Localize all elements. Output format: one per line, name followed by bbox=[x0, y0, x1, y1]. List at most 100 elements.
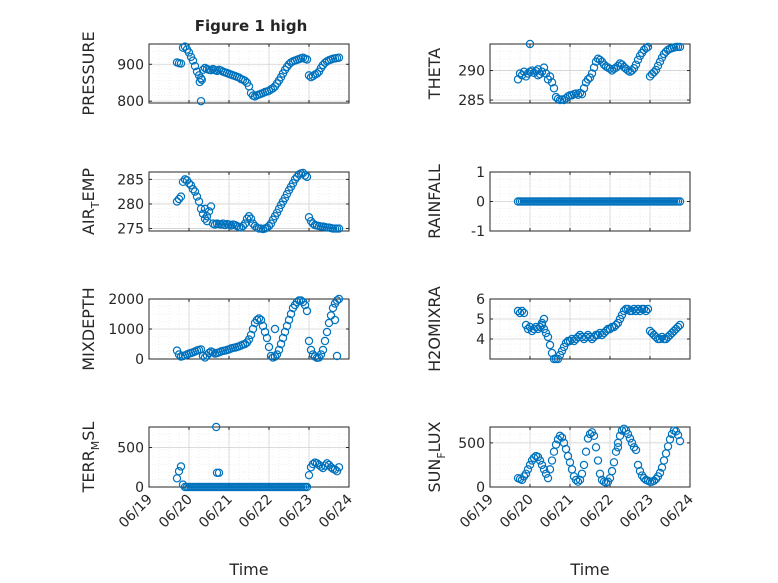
data-point bbox=[655, 468, 665, 478]
data-point bbox=[262, 333, 272, 343]
data-points bbox=[513, 197, 685, 206]
data-point bbox=[320, 461, 330, 470]
data-point bbox=[613, 61, 623, 71]
data-point bbox=[248, 324, 258, 334]
data-point bbox=[266, 351, 276, 361]
data-point bbox=[274, 345, 284, 355]
data-point bbox=[623, 429, 633, 439]
data-point bbox=[525, 322, 535, 332]
data-point bbox=[623, 304, 633, 314]
data-point bbox=[302, 306, 312, 316]
data-point bbox=[280, 193, 290, 203]
data-point bbox=[617, 310, 627, 320]
data-point bbox=[242, 214, 252, 223]
data-point bbox=[615, 314, 625, 324]
data-point bbox=[549, 84, 559, 93]
data-point bbox=[196, 96, 206, 106]
y-tick-label: 6 bbox=[476, 292, 485, 308]
data-point bbox=[589, 63, 599, 72]
data-point bbox=[278, 333, 288, 343]
data-point bbox=[184, 179, 194, 188]
data-point bbox=[525, 460, 535, 470]
data-point bbox=[238, 221, 248, 231]
data-point bbox=[244, 212, 254, 221]
data-point bbox=[195, 77, 204, 87]
data-point bbox=[525, 39, 535, 49]
data-point bbox=[192, 192, 202, 201]
data-point bbox=[246, 214, 256, 223]
x-axis-label: Time bbox=[228, 560, 268, 579]
data-point bbox=[619, 306, 629, 316]
data-point bbox=[587, 69, 597, 78]
data-point bbox=[573, 332, 583, 342]
data-point bbox=[260, 327, 270, 337]
data-point bbox=[649, 68, 659, 77]
data-point bbox=[675, 197, 685, 206]
data-point bbox=[655, 334, 665, 344]
data-point bbox=[591, 443, 601, 452]
data-point bbox=[567, 91, 577, 100]
data-point bbox=[539, 465, 549, 474]
y-tick-label: 500 bbox=[117, 441, 144, 457]
data-point bbox=[282, 321, 292, 331]
data-point bbox=[196, 204, 206, 214]
data-point bbox=[545, 340, 555, 350]
data-point bbox=[328, 303, 338, 313]
data-point bbox=[537, 460, 547, 470]
y-axis-label: THETA bbox=[425, 48, 444, 100]
data-point bbox=[525, 67, 535, 76]
data-point bbox=[186, 181, 196, 190]
data-point bbox=[190, 187, 200, 196]
figure-title: Figure 1 high bbox=[195, 17, 308, 35]
data-point bbox=[240, 76, 250, 86]
data-point bbox=[266, 219, 276, 228]
data-point bbox=[573, 477, 583, 486]
data-point bbox=[547, 348, 557, 358]
data-point bbox=[565, 336, 575, 346]
subplot-second-right: -1 0 1 RAINFALL bbox=[425, 164, 691, 240]
data-point bbox=[607, 466, 617, 476]
data-point bbox=[539, 314, 549, 324]
y-axis-label: H2OMIXRA bbox=[425, 286, 444, 372]
data-point bbox=[611, 320, 621, 330]
data-point bbox=[551, 440, 561, 449]
data-point bbox=[521, 469, 531, 478]
data-point bbox=[531, 322, 541, 332]
y-tick-label: 0 bbox=[476, 195, 485, 211]
y-tick-label: -1 bbox=[471, 224, 485, 240]
data-point bbox=[651, 332, 661, 342]
data-point bbox=[595, 328, 605, 338]
data-point bbox=[174, 467, 184, 476]
data-point bbox=[252, 315, 262, 325]
data-point bbox=[555, 431, 565, 441]
data-point bbox=[308, 459, 318, 469]
data-point bbox=[276, 339, 286, 349]
y-axis-label: MIXDEPTH bbox=[79, 287, 98, 370]
data-point bbox=[539, 63, 549, 72]
data-point bbox=[617, 426, 627, 435]
data-point bbox=[272, 350, 282, 359]
data-point bbox=[545, 72, 555, 81]
data-point bbox=[302, 172, 312, 182]
data-point bbox=[577, 89, 587, 99]
data-point bbox=[176, 59, 186, 68]
y-tick-label: 0 bbox=[135, 480, 144, 496]
data-point bbox=[589, 431, 599, 441]
data-point bbox=[519, 472, 529, 481]
y-tick-label: 5 bbox=[476, 312, 485, 328]
data-point bbox=[631, 445, 641, 455]
subplot-third-left: 0 1000 2000 MIXDEPTH bbox=[79, 287, 350, 371]
data-point bbox=[211, 422, 221, 432]
axes-box bbox=[489, 43, 691, 104]
data-point bbox=[304, 213, 314, 222]
data-point bbox=[579, 460, 589, 470]
data-point bbox=[619, 424, 629, 433]
data-point bbox=[184, 48, 194, 57]
data-point bbox=[625, 434, 635, 443]
data-points bbox=[513, 39, 685, 105]
y-tick-label: 1 bbox=[476, 165, 485, 181]
data-point bbox=[629, 304, 639, 314]
data-point bbox=[635, 306, 645, 316]
data-point bbox=[553, 94, 563, 104]
